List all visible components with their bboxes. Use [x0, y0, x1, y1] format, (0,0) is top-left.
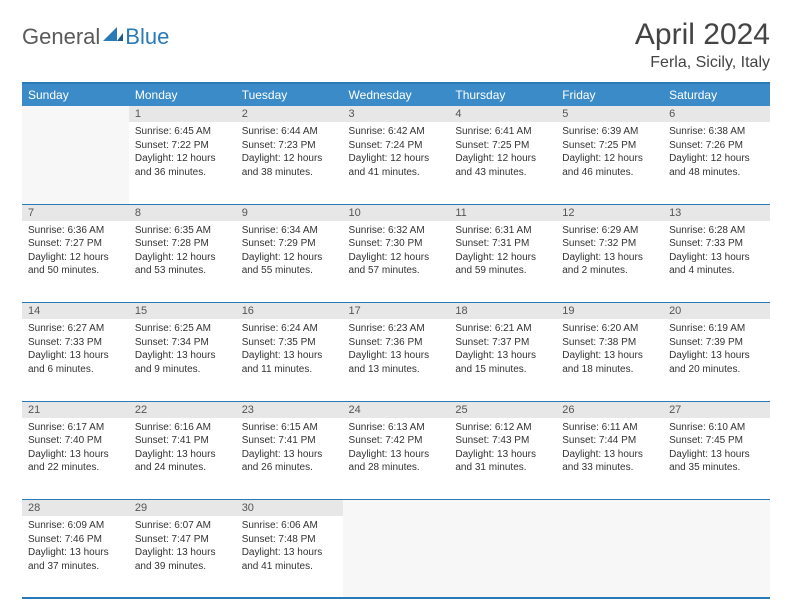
day-number-cell: 15 [129, 303, 236, 320]
day-number-cell: 8 [129, 204, 236, 221]
day-number-cell: 26 [556, 401, 663, 418]
month-title: April 2024 [635, 18, 770, 52]
day-number-cell: 17 [343, 303, 450, 320]
day-content-cell [343, 516, 450, 598]
day-number-cell [22, 106, 129, 122]
day-content-row: Sunrise: 6:36 AMSunset: 7:27 PMDaylight:… [22, 221, 770, 303]
day-number-cell: 13 [663, 204, 770, 221]
day-content-cell: Sunrise: 6:36 AMSunset: 7:27 PMDaylight:… [22, 221, 129, 303]
day-content-cell [22, 122, 129, 204]
day-number-cell: 22 [129, 401, 236, 418]
day-content-cell: Sunrise: 6:41 AMSunset: 7:25 PMDaylight:… [449, 122, 556, 204]
weekday-header: Sunday [22, 83, 129, 106]
weekday-header: Monday [129, 83, 236, 106]
weekday-header: Friday [556, 83, 663, 106]
day-content-cell: Sunrise: 6:44 AMSunset: 7:23 PMDaylight:… [236, 122, 343, 204]
day-content-cell: Sunrise: 6:13 AMSunset: 7:42 PMDaylight:… [343, 418, 450, 500]
day-content-cell: Sunrise: 6:20 AMSunset: 7:38 PMDaylight:… [556, 319, 663, 401]
day-number-row: 282930 [22, 500, 770, 517]
day-number-cell: 16 [236, 303, 343, 320]
day-content-cell: Sunrise: 6:09 AMSunset: 7:46 PMDaylight:… [22, 516, 129, 598]
day-content-cell: Sunrise: 6:17 AMSunset: 7:40 PMDaylight:… [22, 418, 129, 500]
day-content-cell [663, 516, 770, 598]
day-number-cell: 19 [556, 303, 663, 320]
day-content-cell: Sunrise: 6:15 AMSunset: 7:41 PMDaylight:… [236, 418, 343, 500]
day-content-cell: Sunrise: 6:34 AMSunset: 7:29 PMDaylight:… [236, 221, 343, 303]
weekday-header: Wednesday [343, 83, 450, 106]
title-block: April 2024 Ferla, Sicily, Italy [635, 18, 770, 72]
weekday-header: Tuesday [236, 83, 343, 106]
day-number-cell: 1 [129, 106, 236, 122]
day-number-cell: 23 [236, 401, 343, 418]
day-content-cell: Sunrise: 6:12 AMSunset: 7:43 PMDaylight:… [449, 418, 556, 500]
day-number-cell [343, 500, 450, 517]
day-content-cell: Sunrise: 6:28 AMSunset: 7:33 PMDaylight:… [663, 221, 770, 303]
location-label: Ferla, Sicily, Italy [635, 54, 770, 72]
day-content-cell [556, 516, 663, 598]
day-content-cell: Sunrise: 6:42 AMSunset: 7:24 PMDaylight:… [343, 122, 450, 204]
day-number-row: 21222324252627 [22, 401, 770, 418]
day-content-cell: Sunrise: 6:27 AMSunset: 7:33 PMDaylight:… [22, 319, 129, 401]
day-number-cell: 21 [22, 401, 129, 418]
day-content-row: Sunrise: 6:17 AMSunset: 7:40 PMDaylight:… [22, 418, 770, 500]
day-content-cell: Sunrise: 6:16 AMSunset: 7:41 PMDaylight:… [129, 418, 236, 500]
day-content-row: Sunrise: 6:27 AMSunset: 7:33 PMDaylight:… [22, 319, 770, 401]
day-content-cell [449, 516, 556, 598]
day-number-cell: 10 [343, 204, 450, 221]
day-number-cell: 9 [236, 204, 343, 221]
day-content-cell: Sunrise: 6:38 AMSunset: 7:26 PMDaylight:… [663, 122, 770, 204]
day-content-cell: Sunrise: 6:32 AMSunset: 7:30 PMDaylight:… [343, 221, 450, 303]
day-number-cell [663, 500, 770, 517]
day-content-row: Sunrise: 6:45 AMSunset: 7:22 PMDaylight:… [22, 122, 770, 204]
day-content-cell: Sunrise: 6:29 AMSunset: 7:32 PMDaylight:… [556, 221, 663, 303]
day-number-cell: 11 [449, 204, 556, 221]
calendar-page: General Blue April 2024 Ferla, Sicily, I… [0, 0, 792, 609]
day-number-cell: 24 [343, 401, 450, 418]
day-number-cell: 18 [449, 303, 556, 320]
weekday-header: Thursday [449, 83, 556, 106]
brand-part2: Blue [125, 24, 169, 50]
day-number-cell: 2 [236, 106, 343, 122]
day-number-cell: 20 [663, 303, 770, 320]
day-content-cell: Sunrise: 6:07 AMSunset: 7:47 PMDaylight:… [129, 516, 236, 598]
day-number-cell: 6 [663, 106, 770, 122]
day-content-cell: Sunrise: 6:31 AMSunset: 7:31 PMDaylight:… [449, 221, 556, 303]
day-content-cell: Sunrise: 6:19 AMSunset: 7:39 PMDaylight:… [663, 319, 770, 401]
day-number-row: 14151617181920 [22, 303, 770, 320]
day-number-cell: 27 [663, 401, 770, 418]
day-number-cell: 4 [449, 106, 556, 122]
day-content-cell: Sunrise: 6:35 AMSunset: 7:28 PMDaylight:… [129, 221, 236, 303]
calendar-table: SundayMondayTuesdayWednesdayThursdayFrid… [22, 82, 770, 599]
weekday-header: Saturday [663, 83, 770, 106]
day-content-cell: Sunrise: 6:10 AMSunset: 7:45 PMDaylight:… [663, 418, 770, 500]
day-number-row: 78910111213 [22, 204, 770, 221]
day-number-cell [449, 500, 556, 517]
header: General Blue April 2024 Ferla, Sicily, I… [22, 18, 770, 72]
day-content-cell: Sunrise: 6:11 AMSunset: 7:44 PMDaylight:… [556, 418, 663, 500]
day-number-cell: 7 [22, 204, 129, 221]
brand-part1: General [22, 24, 100, 50]
calendar-body: 123456Sunrise: 6:45 AMSunset: 7:22 PMDay… [22, 106, 770, 598]
day-content-cell: Sunrise: 6:24 AMSunset: 7:35 PMDaylight:… [236, 319, 343, 401]
day-content-cell: Sunrise: 6:21 AMSunset: 7:37 PMDaylight:… [449, 319, 556, 401]
day-number-cell: 14 [22, 303, 129, 320]
brand-logo: General Blue [22, 24, 169, 50]
day-number-row: 123456 [22, 106, 770, 122]
day-content-cell: Sunrise: 6:23 AMSunset: 7:36 PMDaylight:… [343, 319, 450, 401]
day-content-cell: Sunrise: 6:06 AMSunset: 7:48 PMDaylight:… [236, 516, 343, 598]
day-content-cell: Sunrise: 6:45 AMSunset: 7:22 PMDaylight:… [129, 122, 236, 204]
day-number-cell: 3 [343, 106, 450, 122]
day-number-cell: 30 [236, 500, 343, 517]
weekday-header-row: SundayMondayTuesdayWednesdayThursdayFrid… [22, 83, 770, 106]
day-number-cell: 28 [22, 500, 129, 517]
day-number-cell: 5 [556, 106, 663, 122]
day-content-row: Sunrise: 6:09 AMSunset: 7:46 PMDaylight:… [22, 516, 770, 598]
brand-mark-icon [103, 27, 123, 41]
day-number-cell [556, 500, 663, 517]
day-number-cell: 29 [129, 500, 236, 517]
day-content-cell: Sunrise: 6:25 AMSunset: 7:34 PMDaylight:… [129, 319, 236, 401]
day-content-cell: Sunrise: 6:39 AMSunset: 7:25 PMDaylight:… [556, 122, 663, 204]
day-number-cell: 25 [449, 401, 556, 418]
day-number-cell: 12 [556, 204, 663, 221]
